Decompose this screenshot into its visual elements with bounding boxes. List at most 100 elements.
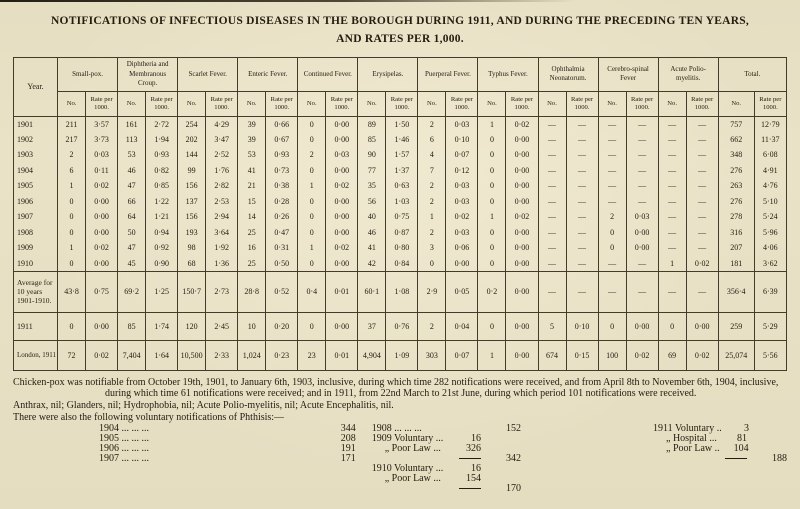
data-cell: — — [625, 131, 659, 148]
phthisis-value: 326 — [466, 442, 481, 454]
data-cell: 60·1 — [357, 270, 387, 313]
phthisis-value: 208 — [340, 432, 356, 444]
disease-group-header: Enteric Fever. — [237, 56, 299, 92]
data-cell: 0 — [57, 224, 87, 241]
data-cell: — — [657, 193, 687, 210]
data-cell: 0·00 — [445, 255, 479, 272]
data-cell: — — [685, 162, 719, 179]
phthisis-table: 1904 ... ... ... 344 1905 ... ... ... 208 19… — [13, 422, 787, 494]
document-page: NOTIFICATIONS OF INFECTIOUS DISEASES IN … — [12, 15, 788, 494]
row-label: 1901 — [12, 116, 59, 132]
data-cell: 1 — [57, 240, 87, 256]
data-cell: 2 — [417, 193, 447, 210]
phthisis-value — [451, 484, 481, 494]
data-cell: 7 — [417, 162, 447, 179]
data-cell: — — [537, 240, 567, 256]
data-cell: 0 — [657, 311, 687, 341]
data-cell: 0·00 — [325, 116, 359, 132]
data-cell: 72 — [57, 339, 87, 371]
data-cell: 39 — [237, 131, 267, 148]
phthisis-value: 344 — [340, 422, 356, 434]
phthisis-row: „ Poor Law ... 104 — [653, 443, 787, 454]
data-cell: 0·10 — [565, 311, 599, 341]
data-cell: 2·52 — [205, 147, 239, 163]
data-cell: 6 — [417, 131, 447, 148]
data-cell: 1·64 — [145, 339, 179, 371]
data-cell: 53 — [237, 147, 267, 163]
data-cell: 1 — [477, 116, 507, 132]
data-cell: 1 — [417, 209, 447, 225]
data-cell: 53 — [117, 147, 147, 163]
data-cell: 0·00 — [325, 255, 359, 272]
disease-group-header: Typhus Fever. — [477, 56, 539, 92]
data-cell: — — [537, 270, 567, 313]
data-cell: 0 — [57, 255, 87, 272]
data-cell: — — [565, 270, 599, 313]
phthisis-label: „ Poor Law ... — [384, 473, 441, 484]
data-cell: — — [685, 116, 719, 132]
data-cell: 0·73 — [265, 162, 299, 179]
data-cell: 4·06 — [753, 240, 788, 256]
phthisis-sum: 188 — [772, 452, 787, 464]
data-cell: 3·64 — [205, 224, 239, 241]
data-cell: 0·00 — [505, 162, 539, 179]
sum-rule-line — [459, 457, 481, 459]
data-cell: 0·00 — [325, 311, 359, 341]
data-cell: 37 — [357, 311, 387, 341]
data-cell: 25,074 — [717, 339, 755, 371]
data-cell: — — [657, 162, 687, 179]
data-cell: 5·56 — [753, 339, 788, 371]
data-cell: 0·03 — [325, 147, 359, 163]
data-cell: 1 — [657, 255, 687, 272]
data-cell: 2 — [417, 178, 447, 194]
data-cell: 3·47 — [205, 131, 239, 148]
data-cell: 757 — [717, 116, 755, 132]
data-cell: — — [657, 224, 687, 241]
data-cell: 0 — [297, 193, 327, 210]
data-cell: — — [657, 178, 687, 194]
scan-edge-shadow — [0, 0, 576, 2]
data-cell: 1·22 — [145, 193, 179, 210]
data-cell: 1·92 — [205, 240, 239, 256]
phthisis-value — [717, 454, 747, 464]
data-cell: 0·00 — [325, 131, 359, 148]
data-cell: 2·72 — [145, 116, 179, 132]
data-cell: 47 — [117, 178, 147, 194]
data-cell: 85 — [357, 131, 387, 148]
data-cell: 40 — [357, 209, 387, 225]
data-cell: 98 — [177, 240, 207, 256]
phthisis-row: 1907 ... ... ... 171 — [99, 453, 356, 464]
data-cell: 0·00 — [85, 255, 119, 272]
table-row: 1904 6 0·11 46 0·82 99 1·76 41 0·73 0 0·00 77 1·37 7 0… — [12, 162, 788, 179]
data-cell: 0·02 — [505, 116, 539, 132]
data-cell: — — [657, 131, 687, 148]
row-label: 1910 — [12, 255, 59, 272]
data-cell: 0·00 — [325, 209, 359, 225]
data-cell: 161 — [117, 116, 147, 132]
data-cell: — — [657, 116, 687, 132]
rate-subheader: Rate per 1000. — [505, 90, 539, 117]
data-cell: 0·02 — [685, 255, 719, 272]
data-cell: 137 — [177, 193, 207, 210]
data-cell: 25 — [237, 224, 267, 241]
data-cell: 276 — [717, 162, 755, 179]
data-cell: 0·15 — [565, 339, 599, 371]
no-subheader: No. — [297, 90, 327, 117]
phthisis-row: 188 — [653, 452, 787, 464]
no-subheader: No. — [177, 90, 207, 117]
data-cell: 0·02 — [85, 178, 119, 194]
data-cell: 1·46 — [385, 131, 419, 148]
data-cell: 4·76 — [753, 178, 788, 194]
data-cell: — — [565, 193, 599, 210]
data-cell: 0 — [417, 255, 447, 272]
data-cell: 276 — [717, 193, 755, 210]
row-label: 1902 — [12, 131, 59, 148]
phthisis-label: 1909 Voluntary ... — [371, 433, 444, 444]
data-cell: — — [625, 116, 659, 132]
phthisis-value: 16 — [471, 462, 481, 474]
data-cell: — — [597, 193, 627, 210]
data-cell: 0·28 — [265, 193, 299, 210]
data-cell: 66 — [117, 193, 147, 210]
data-cell: — — [625, 255, 659, 272]
data-cell: 0·66 — [265, 116, 299, 132]
